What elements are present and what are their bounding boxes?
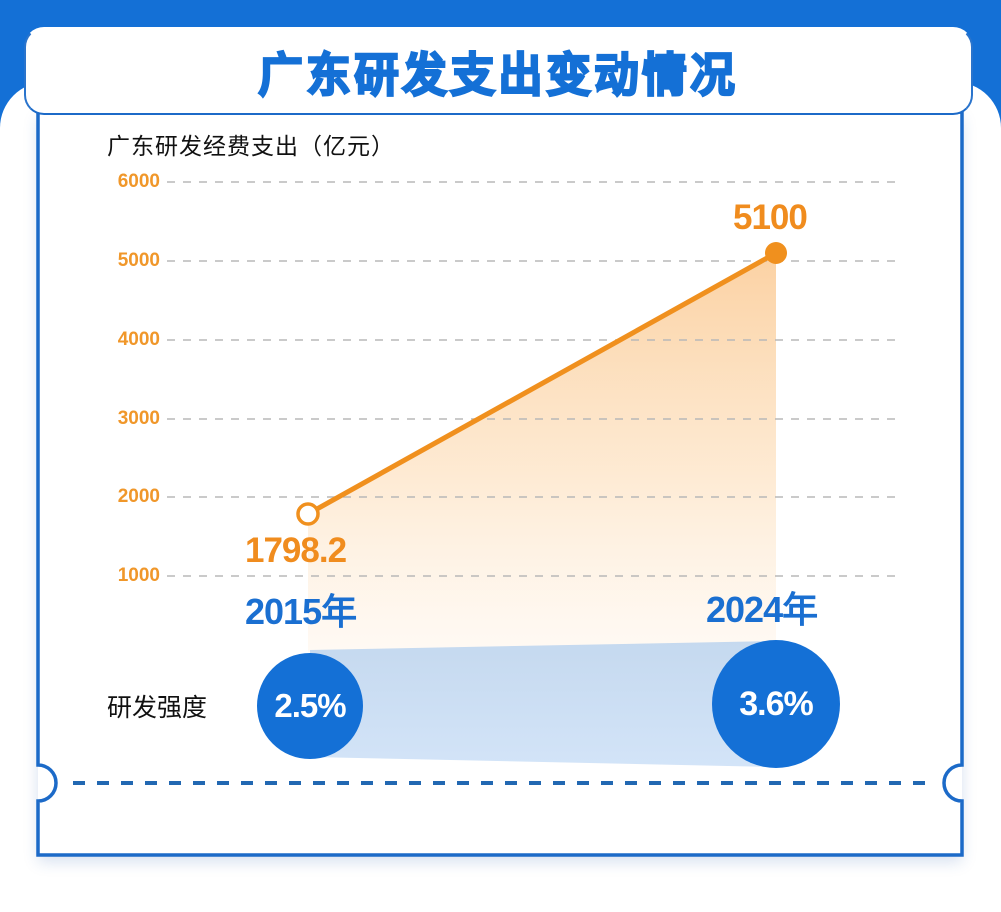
data-point-2024 — [765, 242, 787, 264]
year-label-2024: 2024年 — [706, 589, 818, 630]
intensity-value-2024: 3.6% — [739, 684, 813, 723]
intensity-circle-2015: 2.5% — [257, 653, 363, 759]
data-line — [305, 250, 779, 517]
y-tick-4000: 4000 — [117, 329, 160, 350]
y-tick-1000: 1000 — [117, 565, 160, 586]
y-tick-2000: 2000 — [117, 486, 160, 507]
intensity-value-2015: 2.5% — [274, 687, 346, 724]
area-fill — [308, 253, 776, 652]
y-axis-label: 广东研发经费支出（亿元） — [107, 134, 395, 160]
year-label-2015: 2015年 — [245, 591, 357, 632]
intensity-circle-2024: 3.6% — [712, 640, 840, 768]
data-point-2015 — [296, 502, 320, 526]
intensity-label: 研发强度 — [107, 693, 208, 722]
page-title: 广东研发支出变动情况 — [257, 48, 739, 104]
title-card: 广东研发支出变动情况 — [24, 27, 973, 115]
y-tick-5000: 5000 — [117, 250, 160, 271]
value-label-2024: 5100 — [733, 198, 808, 237]
intensity-band — [310, 641, 776, 767]
value-label-2015: 1798.2 — [245, 531, 347, 570]
y-tick-6000: 6000 — [117, 171, 160, 192]
y-tick-3000: 3000 — [117, 408, 160, 429]
